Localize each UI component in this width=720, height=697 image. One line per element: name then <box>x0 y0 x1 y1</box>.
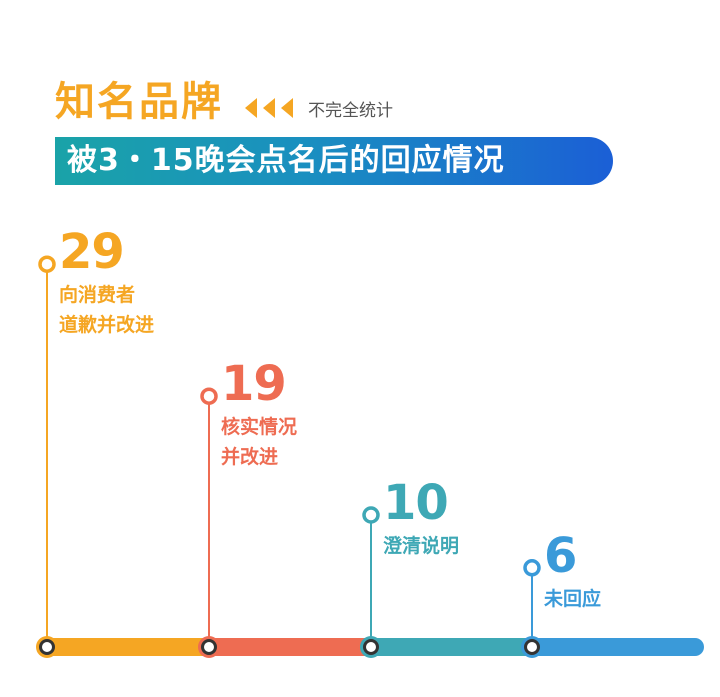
category-label-line: 道歉并改进 <box>59 314 155 337</box>
value-label: 19 <box>221 356 287 413</box>
base-node-ring <box>524 639 540 655</box>
base-node-ring <box>201 639 217 655</box>
top-marker <box>38 255 56 273</box>
value-label: 10 <box>383 475 449 531</box>
base-node-ring <box>363 639 379 655</box>
top-marker <box>362 506 380 524</box>
statistics-note: 不完全统计 <box>308 101 393 121</box>
category-label: 澄清说明 <box>383 531 523 561</box>
category-label-line: 未回应 <box>544 587 602 610</box>
top-marker <box>523 559 541 577</box>
category-label-line: 核实情况 <box>221 416 298 439</box>
category-label-line: 并改进 <box>221 446 279 469</box>
category-label: 核实情况 并改进 <box>221 412 361 472</box>
category-label-line: 向消费者 <box>59 284 136 307</box>
category-label-line: 澄清说明 <box>383 535 460 557</box>
value-label: 29 <box>59 224 125 281</box>
top-marker <box>200 387 218 405</box>
base-node-ring <box>39 639 55 655</box>
value-label: 6 <box>544 527 577 584</box>
category-label: 向消费者 道歉并改进 <box>59 280 199 340</box>
triple-left-arrow-icon <box>245 98 293 118</box>
banner-text: 被3・15晚会点名后的回应情况 <box>67 143 505 178</box>
subtitle-banner: 被3・15晚会点名后的回应情况 <box>55 137 613 185</box>
page-title: 知名品牌 <box>55 79 223 125</box>
category-label: 未回应 <box>544 584 684 614</box>
